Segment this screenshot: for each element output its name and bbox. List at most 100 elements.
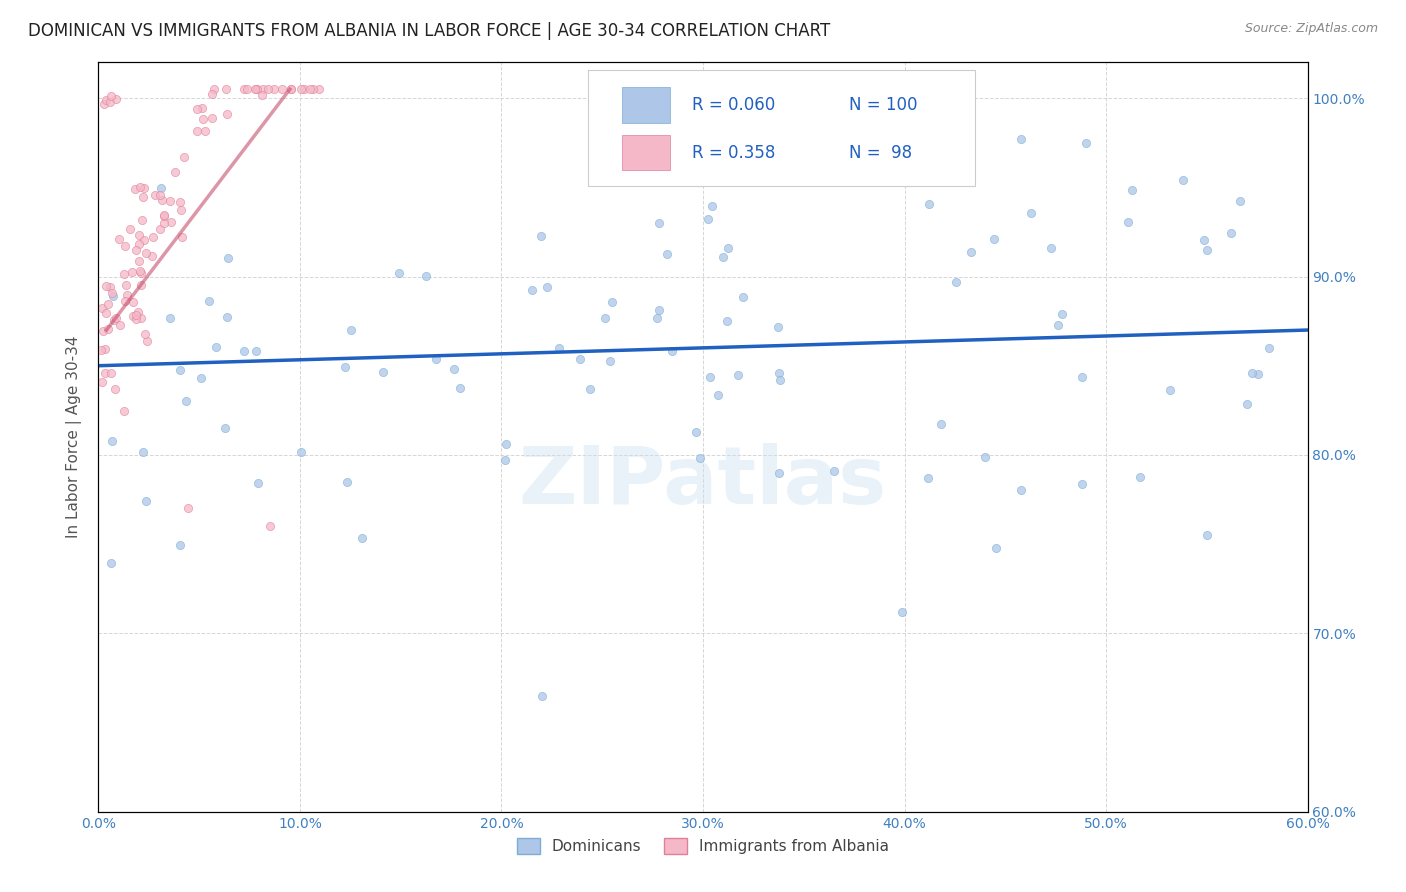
Point: [796, 171, 818, 186]
Point: [129, 310, 152, 325]
Point: [214, 421, 236, 435]
Point: [823, 465, 845, 479]
Point: [173, 150, 195, 164]
Point: [1071, 369, 1094, 384]
Point: [1040, 241, 1063, 255]
Point: [94, 342, 117, 356]
Point: [163, 165, 186, 179]
Point: [112, 267, 135, 281]
Point: [100, 89, 122, 103]
Point: [202, 82, 225, 96]
Text: R = 0.358: R = 0.358: [692, 144, 776, 161]
Point: [983, 232, 1005, 246]
Point: [90, 343, 112, 358]
Point: [263, 82, 285, 96]
Point: [93, 96, 115, 111]
Point: [114, 239, 136, 253]
Point: [1047, 318, 1070, 332]
Point: [124, 182, 146, 196]
Point: [135, 246, 157, 260]
Point: [250, 88, 273, 103]
Point: [530, 229, 553, 244]
Point: [657, 247, 679, 261]
Point: [215, 107, 238, 121]
Point: [236, 82, 259, 96]
Text: Source: ZipAtlas.com: Source: ZipAtlas.com: [1244, 22, 1378, 36]
Point: [702, 199, 724, 213]
Point: [1019, 206, 1042, 220]
Point: [568, 352, 591, 367]
Point: [149, 222, 172, 236]
Point: [107, 232, 129, 246]
Point: [1236, 397, 1258, 411]
Point: [169, 194, 191, 209]
Point: [1220, 226, 1243, 240]
FancyBboxPatch shape: [621, 135, 671, 170]
Point: [579, 383, 602, 397]
Point: [122, 295, 145, 310]
Point: [247, 475, 270, 490]
Point: [1076, 136, 1098, 150]
Point: [1116, 215, 1139, 229]
Point: [170, 202, 193, 217]
Point: [699, 369, 721, 384]
Point: [215, 310, 238, 324]
Point: [94, 306, 117, 320]
Point: [150, 180, 173, 194]
Point: [1257, 341, 1279, 355]
Point: [143, 188, 166, 202]
Point: [233, 344, 256, 359]
Point: [201, 87, 224, 101]
Point: [711, 250, 734, 264]
Point: [298, 82, 321, 96]
Point: [100, 556, 122, 570]
Point: [170, 230, 193, 244]
Point: [125, 308, 148, 322]
Point: [290, 445, 312, 459]
Point: [599, 354, 621, 368]
Point: [685, 425, 707, 439]
Point: [190, 370, 212, 384]
Point: [101, 286, 124, 301]
Point: [1247, 367, 1270, 381]
Point: [845, 108, 868, 122]
Text: N =  98: N = 98: [849, 144, 912, 161]
Point: [174, 393, 197, 408]
Point: [152, 216, 174, 230]
Point: [121, 265, 143, 279]
Point: [593, 310, 616, 325]
Point: [100, 366, 122, 380]
Point: [1192, 233, 1215, 247]
Point: [132, 180, 155, 194]
Point: [98, 279, 121, 293]
Point: [443, 361, 465, 376]
Point: [160, 215, 183, 229]
Point: [986, 541, 1008, 555]
Point: [108, 318, 131, 332]
Point: [1241, 366, 1264, 380]
Point: [1070, 476, 1092, 491]
Point: [142, 229, 165, 244]
Point: [959, 245, 981, 260]
Point: [90, 301, 112, 315]
Point: [129, 264, 152, 278]
Point: [127, 304, 149, 318]
Point: [186, 124, 208, 138]
Point: [716, 314, 738, 328]
FancyBboxPatch shape: [621, 87, 671, 123]
Point: [135, 334, 157, 349]
Point: [333, 359, 356, 374]
Point: [98, 95, 121, 109]
Point: [101, 434, 124, 448]
Point: [1121, 182, 1143, 196]
Point: [547, 341, 569, 355]
Point: [853, 162, 876, 177]
Point: [257, 82, 280, 96]
Point: [727, 368, 749, 383]
Point: [945, 275, 967, 289]
Point: [101, 289, 124, 303]
Point: [132, 233, 155, 247]
Point: [769, 373, 792, 387]
Text: N = 100: N = 100: [849, 96, 918, 114]
Point: [132, 444, 155, 458]
